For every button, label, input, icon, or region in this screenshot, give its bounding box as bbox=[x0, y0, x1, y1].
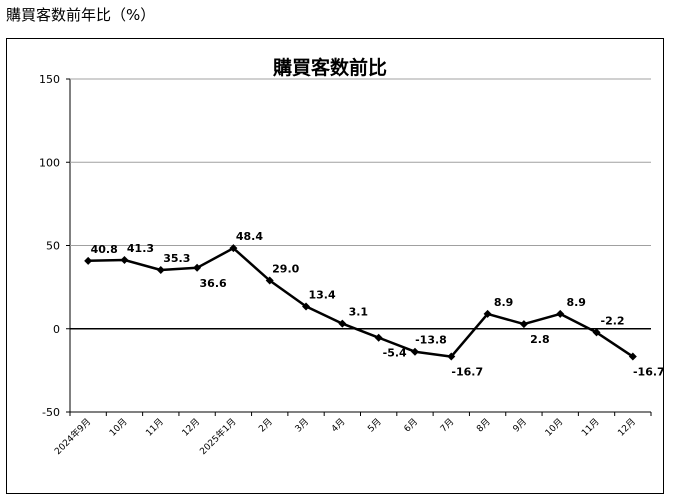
y-tick-label: -50 bbox=[42, 406, 60, 419]
x-tick-label: 10月 bbox=[107, 416, 129, 438]
data-label: 3.1 bbox=[349, 306, 369, 319]
data-point bbox=[556, 309, 565, 318]
data-point bbox=[628, 352, 637, 361]
data-label: -2.2 bbox=[601, 314, 625, 327]
y-tick-label: 50 bbox=[46, 240, 60, 253]
data-point bbox=[229, 244, 238, 253]
data-label: 48.4 bbox=[236, 230, 263, 243]
x-tick-label: 4月 bbox=[329, 416, 347, 434]
data-point bbox=[519, 320, 528, 329]
data-label: 8.9 bbox=[566, 296, 586, 309]
x-tick-label: 6月 bbox=[402, 416, 420, 434]
x-tick-label: 10月 bbox=[543, 416, 565, 438]
x-tick-label: 11月 bbox=[144, 416, 166, 438]
x-tick-label: 3月 bbox=[293, 416, 311, 434]
data-point bbox=[120, 255, 129, 264]
data-label: -16.7 bbox=[451, 366, 483, 379]
data-label: -5.4 bbox=[383, 347, 407, 360]
y-tick-label: 100 bbox=[39, 156, 60, 169]
chart-title: 購買客数前比 bbox=[273, 56, 387, 79]
data-point bbox=[193, 263, 202, 272]
chart-frame bbox=[6, 38, 664, 494]
data-point bbox=[410, 347, 419, 356]
data-label: 2.8 bbox=[530, 333, 550, 346]
data-point bbox=[592, 328, 601, 337]
data-point bbox=[84, 256, 93, 265]
x-tick-label: 2024年9月 bbox=[52, 416, 93, 457]
data-label: 13.4 bbox=[308, 288, 335, 301]
data-point bbox=[338, 319, 347, 328]
data-point bbox=[483, 309, 492, 318]
data-label: 35.3 bbox=[163, 252, 190, 265]
y-tick-label: 0 bbox=[53, 323, 60, 336]
data-point bbox=[302, 302, 311, 311]
data-label: 8.9 bbox=[494, 296, 514, 309]
x-tick-label: 5月 bbox=[366, 416, 384, 434]
x-tick-label: 12月 bbox=[616, 416, 638, 438]
data-point bbox=[447, 352, 456, 361]
x-tick-label: 9月 bbox=[511, 416, 529, 434]
data-label: 40.8 bbox=[91, 243, 118, 256]
data-label: 29.0 bbox=[272, 262, 299, 275]
series-line bbox=[88, 246, 634, 358]
x-tick-label: 11月 bbox=[579, 416, 601, 438]
data-label: -13.8 bbox=[415, 334, 447, 347]
x-tick-label: 12月 bbox=[180, 416, 202, 438]
data-label: -16.7 bbox=[633, 366, 665, 379]
x-tick-label: 2月 bbox=[257, 416, 275, 434]
page-caption: 購買客数前年比（%） bbox=[6, 6, 156, 24]
y-tick-label: 150 bbox=[39, 73, 60, 86]
x-tick-label: 8月 bbox=[475, 416, 493, 434]
x-tick-label: 7月 bbox=[438, 416, 456, 434]
x-tick-label: 2025年1月 bbox=[197, 416, 238, 457]
data-point bbox=[374, 333, 383, 342]
data-label: 36.6 bbox=[200, 277, 227, 290]
data-point bbox=[156, 265, 165, 274]
data-label: 41.3 bbox=[127, 242, 154, 255]
data-point bbox=[265, 276, 274, 285]
